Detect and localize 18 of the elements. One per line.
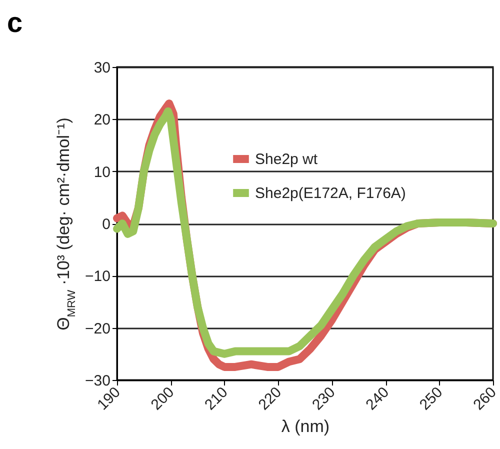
x-tick-label: 200 — [148, 384, 178, 414]
y-tick-label: −10 — [85, 268, 110, 286]
y-tick-label: 10 — [94, 164, 110, 181]
y-tick-label: 30 — [94, 60, 110, 76]
legend-label: She2p(E172A, F176A) — [255, 185, 406, 202]
x-tick-label: 260 — [470, 384, 500, 414]
x-tick-label: 220 — [255, 384, 286, 414]
y-tick-label: 20 — [94, 112, 110, 129]
y-tick-label: 0 — [102, 216, 110, 233]
chart-title: c — [7, 7, 23, 38]
y-tick-label: −20 — [85, 320, 110, 338]
x-tick-label: 240 — [362, 384, 392, 414]
y-tick-label: −30 — [85, 372, 110, 390]
legend-label: She2p wt — [255, 151, 318, 168]
x-tick-label: 230 — [309, 384, 339, 414]
x-tick-label: 210 — [202, 384, 232, 414]
x-axis-title: λ (nm) — [281, 416, 330, 436]
x-tick-label: 250 — [416, 384, 446, 414]
